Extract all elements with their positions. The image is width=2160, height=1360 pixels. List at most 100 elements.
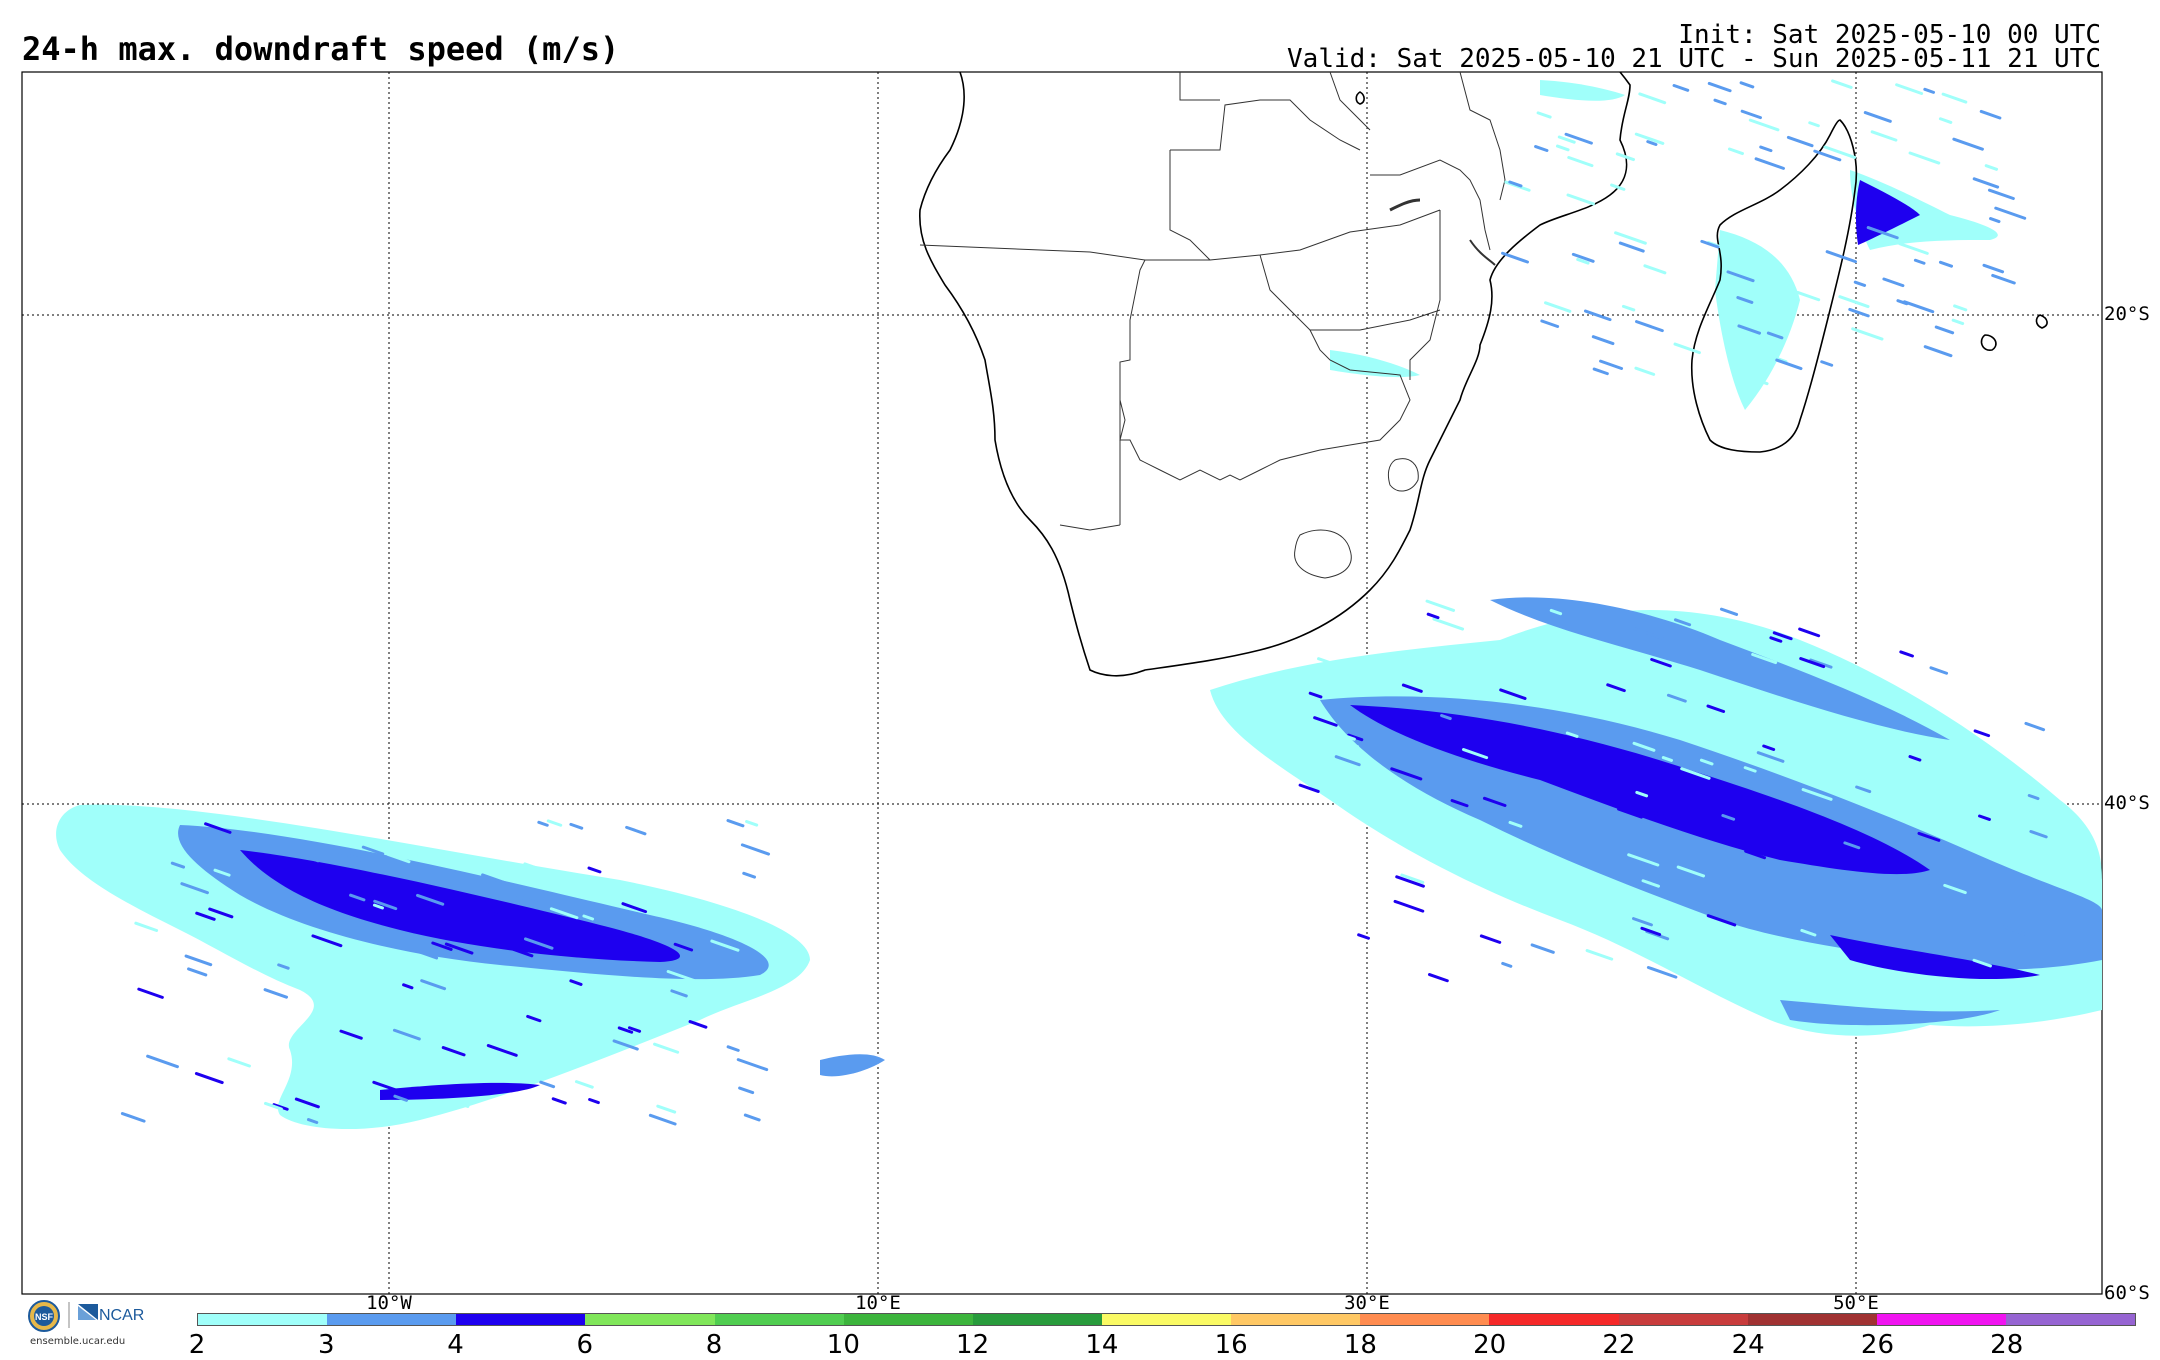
field-streak: [306, 855, 320, 863]
field-streak: [1952, 137, 1984, 151]
field-streak: [1571, 252, 1595, 263]
field-streak: [1450, 799, 1469, 808]
field-streak: [1501, 961, 1513, 968]
field-streak: [1632, 917, 1653, 927]
field-streak: [1908, 151, 1941, 165]
field-streak: [1676, 865, 1706, 878]
field-streak: [1978, 814, 1991, 821]
field-streak: [1917, 831, 1941, 842]
field-streak: [1440, 714, 1452, 721]
field-streak: [1926, 880, 1949, 891]
field-streak: [1740, 109, 1762, 120]
field-streak: [582, 914, 595, 921]
field-streak: [1756, 751, 1785, 763]
field-streak: [1848, 307, 1870, 318]
field-streak: [339, 1029, 363, 1040]
colorbar-label: 8: [705, 1330, 723, 1360]
field-streak: [736, 1058, 769, 1072]
field-streak: [1426, 612, 1440, 620]
field-streak: [526, 1014, 542, 1023]
svg-text:NSF: NSF: [35, 1312, 54, 1322]
field-streak: [2002, 925, 2031, 938]
colorbar-swatch: [972, 1314, 1102, 1325]
field-streak: [1899, 650, 1914, 658]
field-streak: [1640, 926, 1662, 936]
colorbar-swatch: [456, 1314, 586, 1325]
field-streak: [1633, 627, 1666, 641]
field-streak: [627, 1026, 642, 1033]
field-streak: [1641, 879, 1660, 888]
field-streak: [318, 1063, 340, 1073]
field-streak: [1557, 135, 1576, 144]
field-streak: [1503, 889, 1534, 903]
colorbar-label: 3: [317, 1330, 335, 1360]
field-streak: [180, 882, 209, 895]
field-streak: [621, 902, 648, 914]
field-streak: [587, 866, 602, 874]
field-streak: [1599, 359, 1624, 370]
field-streak: [1719, 607, 1739, 616]
field-streak: [1736, 296, 1754, 304]
field-streak: [1617, 807, 1643, 819]
colorbar-label: 6: [576, 1330, 594, 1360]
field-streak: [1913, 258, 1926, 265]
field-streak: [190, 916, 204, 924]
field-streak: [1820, 360, 1834, 367]
field-streak: [1825, 250, 1857, 264]
colorbar-label: 28: [1990, 1330, 2024, 1360]
field-streak: [1650, 657, 1672, 668]
field-streak: [1831, 79, 1853, 89]
field-streak: [120, 1112, 146, 1123]
colorbar-swatch: [1231, 1314, 1361, 1325]
field-streak: [481, 873, 511, 886]
field-streak: [1898, 242, 1929, 255]
field-streak: [1672, 83, 1690, 92]
field-streak: [1796, 290, 1821, 302]
field-streak: [1987, 188, 2015, 201]
field-streak: [372, 1080, 400, 1093]
field-streak: [1982, 263, 2005, 274]
field-streak: [1673, 342, 1701, 355]
colorbar-swatch: [327, 1314, 457, 1325]
field-streak: [666, 970, 696, 982]
field-streak: [688, 1020, 708, 1029]
field-streak: [2027, 793, 2040, 801]
field-streak: [1666, 693, 1687, 703]
field-streak: [539, 1080, 556, 1089]
field-streak: [726, 1045, 740, 1052]
field-streak: [1721, 814, 1736, 821]
field-streak: [1567, 155, 1594, 168]
field-streak: [653, 1042, 680, 1054]
field-streak: [1823, 145, 1857, 159]
field-streak: [1634, 132, 1665, 145]
field-streak: [1759, 145, 1773, 153]
field-streak: [441, 1046, 466, 1057]
field-streak: [1462, 748, 1489, 760]
field-streak: [1501, 251, 1529, 264]
field-streak: [1772, 631, 1793, 641]
field-streak: [1943, 883, 1967, 895]
field-streak: [1706, 914, 1737, 927]
field-streak: [1482, 796, 1507, 808]
field-streak: [1425, 599, 1456, 612]
valid-time: Valid: Sat 2025-05-10 21 UTC - Sun 2025-…: [1287, 44, 2101, 74]
field-streak: [1908, 755, 1922, 762]
field-streak: [745, 820, 759, 827]
field-streak: [366, 893, 385, 902]
field-streak: [361, 845, 385, 856]
field-streak: [1794, 747, 1822, 759]
field-streak: [311, 934, 343, 948]
field-streak: [336, 849, 363, 862]
field-streak: [1727, 147, 1744, 156]
lon-label-50e: 50°E: [1833, 1292, 1879, 1314]
colorbar-label: 22: [1602, 1330, 1636, 1360]
field-streak: [477, 907, 507, 920]
field-streak: [1540, 319, 1560, 328]
lat-label-20s: 20°S: [2104, 303, 2150, 325]
field-streak: [134, 921, 159, 932]
downdraft-field-east: [1210, 597, 2102, 1036]
field-streak: [263, 988, 289, 999]
field-streak: [738, 1086, 755, 1095]
field-streak: [1646, 965, 1678, 979]
field-streak: [1706, 704, 1726, 713]
